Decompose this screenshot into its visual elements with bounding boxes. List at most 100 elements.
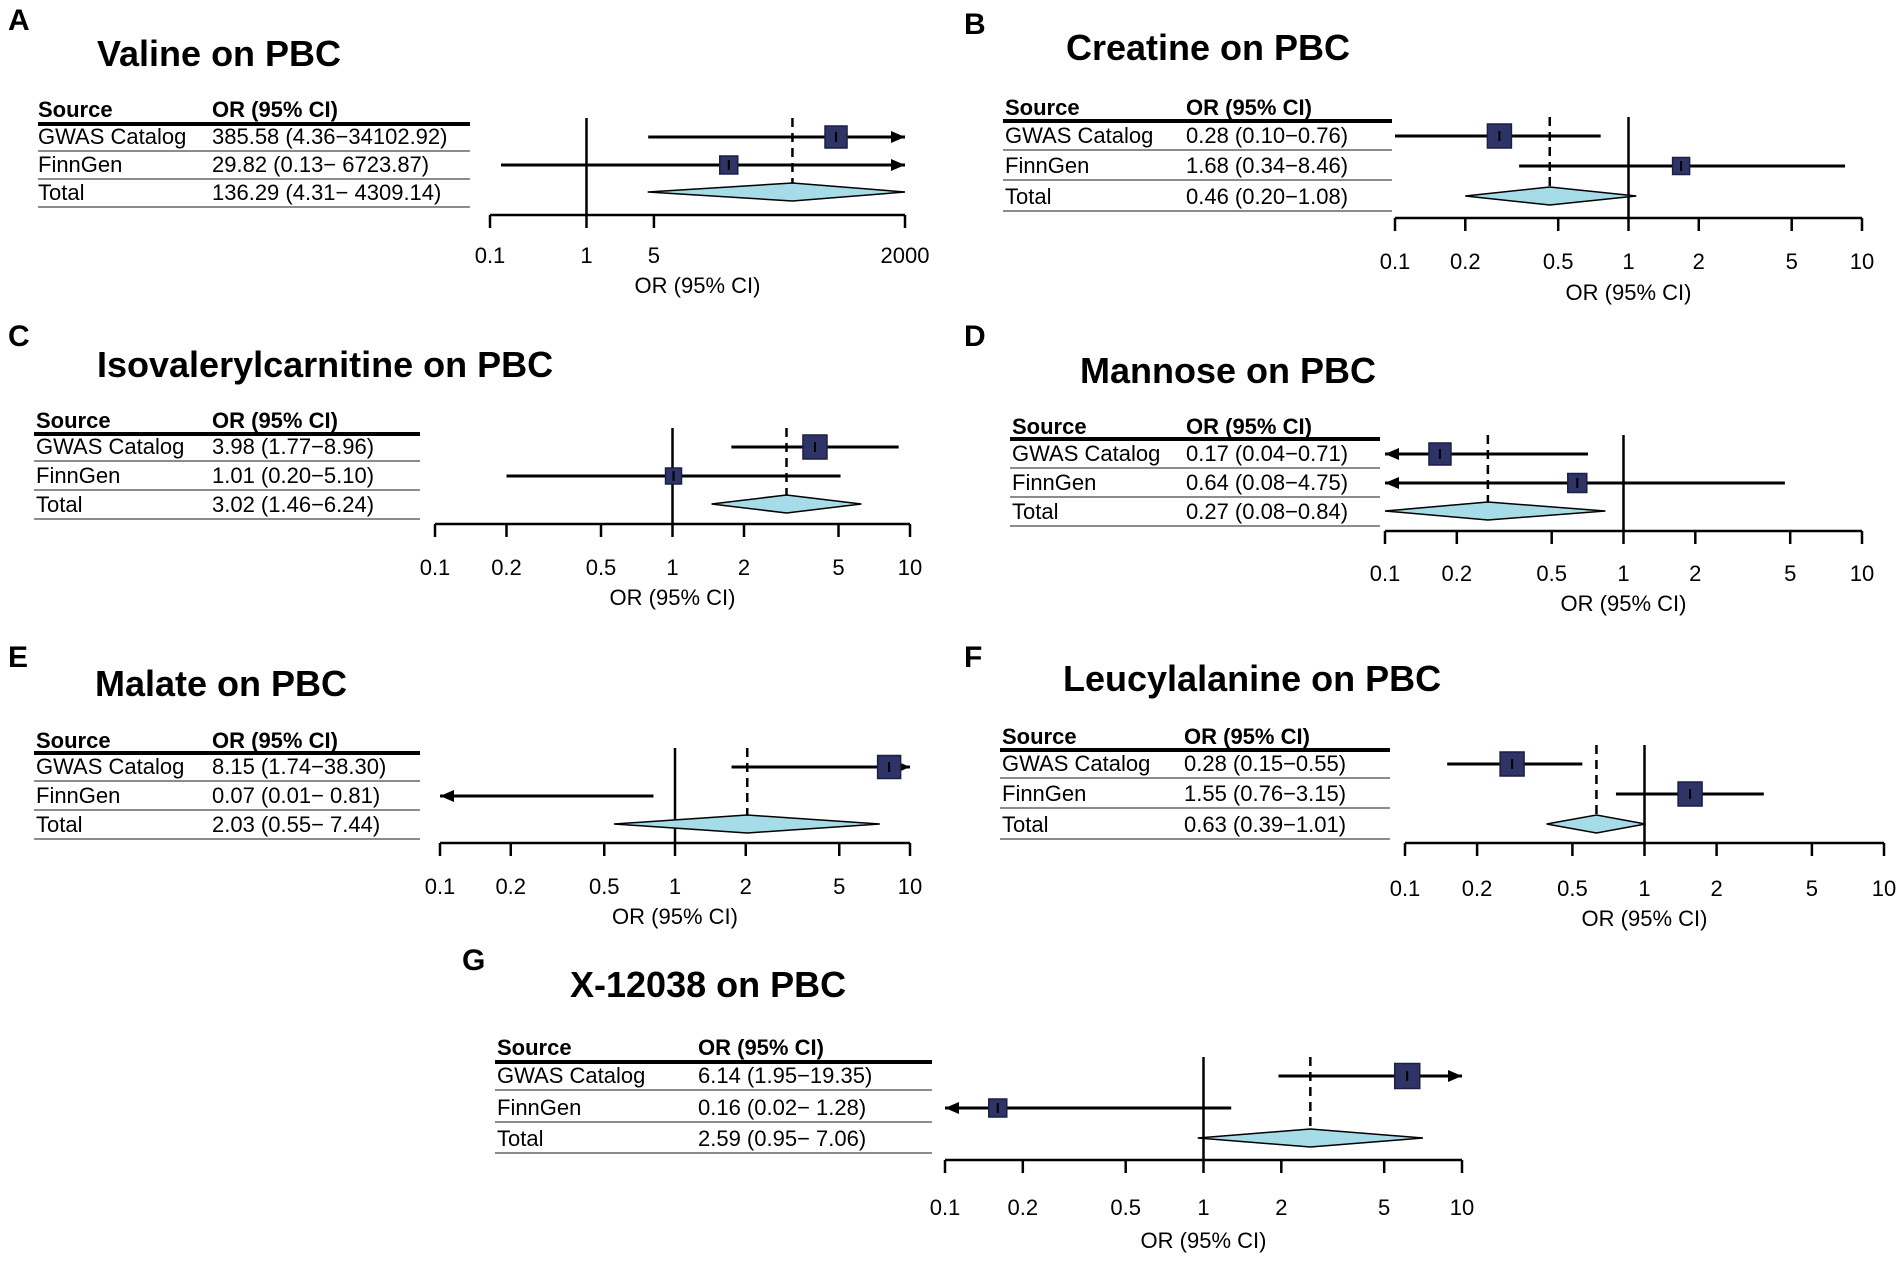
x-tick-label: 0.2 [1008,1195,1039,1220]
row-or-ci: 6.14 (1.95−19.35) [698,1063,872,1088]
panel-title: X-12038 on PBC [570,964,846,1005]
row-source: GWAS Catalog [497,1063,645,1088]
pooled-diamond [1384,501,1606,521]
panel-title: Valine on PBC [97,33,341,74]
x-tick-label: 2 [1275,1195,1287,1220]
header-or: OR (95% CI) [698,1035,824,1060]
header-or: OR (95% CI) [1186,95,1312,120]
panel-title: Mannose on PBC [1080,350,1376,391]
row-source: GWAS Catalog [38,124,186,149]
row-source: FinnGen [1005,153,1089,178]
forest-panel-e: E Malate on PBC Source OR (95% CI) GWAS Cata… [8,641,922,929]
header-source: Source [497,1035,572,1060]
x-tick-label: 2 [740,874,752,899]
row-source: FinnGen [1002,781,1086,806]
header-source: Source [36,728,111,753]
row-or-ci: 0.46 (0.20−1.08) [1186,184,1348,209]
x-tick-label: 5 [1806,876,1818,901]
x-tick-label: 0.2 [1450,249,1481,274]
header-or: OR (95% CI) [212,728,338,753]
ci-arrow-left [945,1102,959,1114]
row-source: FinnGen [36,783,120,808]
row-or-ci: 385.58 (4.36−34102.92) [212,124,447,149]
panel-label: B [964,8,986,41]
x-tick-label: 10 [1850,561,1874,586]
row-or-ci: 0.16 (0.02− 1.28) [698,1095,866,1120]
panel-label: D [964,320,986,353]
pooled-diamond [1197,1128,1423,1148]
x-tick-label: 0.1 [1380,249,1411,274]
x-tick-label: 5 [1784,561,1796,586]
x-tick-label: 0.5 [1557,876,1588,901]
x-tick-label: 2 [1710,876,1722,901]
header-or: OR (95% CI) [1184,724,1310,749]
x-tick-label: 0.1 [425,874,456,899]
x-axis-label: OR (95% CI) [612,904,738,929]
pooled-diamond [711,494,862,514]
forest-panel-d: D Mannose on PBC Source OR (95% CI) GWAS Cat… [964,320,1874,616]
row-source: FinnGen [1012,470,1096,495]
x-tick-label: 0.2 [495,874,526,899]
row-source: FinnGen [497,1095,581,1120]
x-tick-label: 1 [669,874,681,899]
x-axis-label: OR (95% CI) [1566,280,1692,305]
x-tick-label: 1 [1197,1195,1209,1220]
x-tick-label: 0.1 [930,1195,961,1220]
row-or-ci: 0.07 (0.01− 0.81) [212,783,380,808]
row-or-ci: 2.03 (0.55− 7.44) [212,812,380,837]
x-tick-label: 1 [580,243,592,268]
row-source: Total [497,1126,543,1151]
row-source: GWAS Catalog [36,434,184,459]
x-axis-label: OR (95% CI) [635,273,761,298]
forest-panel-g: G X-12038 on PBC Source OR (95% CI) GWAS Cat… [462,944,1474,1253]
row-or-ci: 29.82 (0.13− 6723.87) [212,152,429,177]
header-source: Source [1002,724,1077,749]
x-tick-label: 2 [1689,561,1701,586]
x-tick-label: 10 [1850,249,1874,274]
header-source: Source [36,408,111,433]
row-source: GWAS Catalog [36,754,184,779]
x-tick-label: 1 [1622,249,1634,274]
x-axis-label: OR (95% CI) [1561,591,1687,616]
estimate-box [1677,781,1703,807]
x-axis-label: OR (95% CI) [1582,906,1708,931]
row-or-ci: 1.55 (0.76−3.15) [1184,781,1346,806]
x-tick-label: 10 [898,874,922,899]
row-or-ci: 3.02 (1.46−6.24) [212,492,374,517]
x-tick-label: 0.5 [586,555,617,580]
ci-arrow-left [440,790,454,802]
row-source: Total [1002,812,1048,837]
panel-label: C [8,320,30,353]
row-source: FinnGen [36,463,120,488]
x-tick-label: 0.5 [1110,1195,1141,1220]
x-tick-label: 2000 [881,243,930,268]
forest-panel-b: B Creatine on PBC Source OR (95% CI) GWAS Ca… [964,8,1874,305]
x-tick-label: 0.5 [1536,561,1567,586]
row-source: Total [1005,184,1051,209]
x-tick-label: 10 [1450,1195,1474,1220]
row-or-ci: 0.27 (0.08−0.84) [1186,499,1348,524]
x-axis-label: OR (95% CI) [610,585,736,610]
x-tick-label: 0.1 [1390,876,1421,901]
header-source: Source [1005,95,1080,120]
row-source: Total [1012,499,1058,524]
x-tick-label: 1 [1617,561,1629,586]
x-tick-label: 0.2 [491,555,522,580]
x-tick-label: 0.1 [420,555,451,580]
row-or-ci: 0.28 (0.15−0.55) [1184,751,1346,776]
panel-label: F [964,641,982,674]
panel-label: A [8,4,30,37]
ci-arrow-left [1385,448,1399,460]
x-tick-label: 0.5 [589,874,620,899]
header-or: OR (95% CI) [1186,414,1312,439]
x-tick-label: 5 [833,874,845,899]
panel-title: Malate on PBC [95,663,347,704]
row-source: FinnGen [38,152,122,177]
header-or: OR (95% CI) [212,97,338,122]
x-tick-label: 5 [1786,249,1798,274]
x-axis-label: OR (95% CI) [1141,1228,1267,1253]
x-tick-label: 10 [898,555,922,580]
ci-arrow-left [1385,477,1399,489]
pooled-diamond [1546,814,1646,834]
